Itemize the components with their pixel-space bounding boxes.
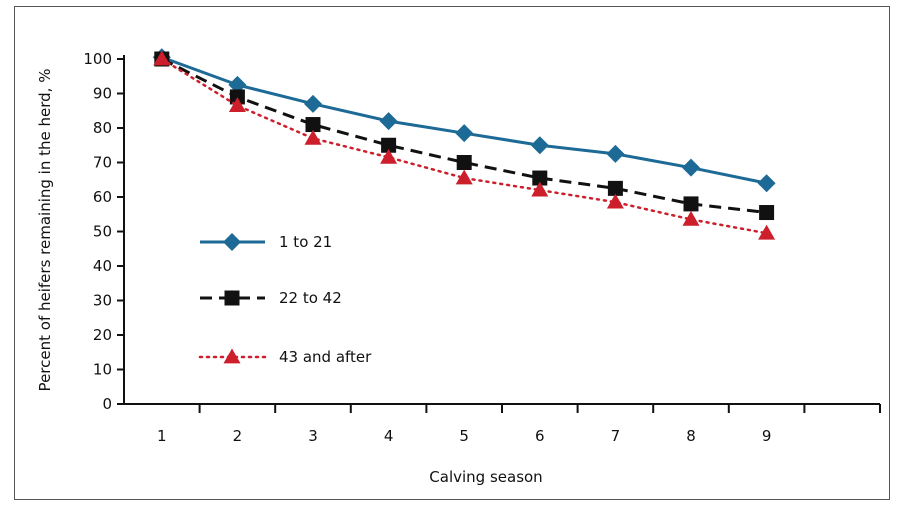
y-axis-title: Percent of heifers remaining in the herd… — [36, 69, 54, 392]
x-tick-label: 5 — [459, 427, 469, 445]
y-tick-label: 100 — [83, 50, 112, 68]
data-point — [304, 129, 322, 145]
data-point — [682, 210, 700, 226]
legend-marker — [223, 233, 241, 251]
data-point — [758, 224, 776, 240]
x-tick-label: 9 — [762, 427, 772, 445]
x-tick-label: 6 — [535, 427, 545, 445]
data-point — [455, 169, 473, 185]
data-point — [606, 144, 625, 163]
data-point — [532, 170, 548, 186]
data-point — [606, 193, 624, 209]
legend-label: 1 to 21 — [279, 233, 332, 251]
data-point — [607, 180, 623, 196]
y-tick-label: 10 — [93, 361, 112, 379]
data-point — [229, 89, 245, 105]
y-tick-label: 80 — [93, 119, 112, 137]
legend-item-3: 43 and after — [198, 348, 372, 366]
data-point — [530, 136, 549, 155]
data-point — [682, 158, 700, 177]
x-tick-label: 3 — [308, 427, 318, 445]
legend-item-2: 22 to 42 — [200, 289, 342, 307]
data-point — [304, 94, 322, 113]
x-tick-label: 1 — [157, 427, 167, 445]
data-point — [759, 205, 775, 221]
legend-marker — [223, 348, 241, 364]
legend-marker — [224, 290, 240, 306]
y-tick-label: 20 — [93, 326, 112, 344]
x-tick-label: 2 — [233, 427, 243, 445]
y-tick-label: 70 — [93, 154, 112, 172]
y-tick-label: 0 — [102, 395, 112, 413]
data-point — [228, 75, 247, 94]
series-2 — [154, 51, 775, 221]
data-point — [380, 148, 398, 164]
chart-frame — [14, 6, 890, 500]
data-point — [153, 50, 171, 66]
legend: 1 to 21 22 to 42 43 and after — [198, 233, 372, 366]
data-point — [305, 117, 321, 133]
data-point — [683, 196, 699, 212]
data-point — [379, 112, 398, 131]
x-tick-label: 8 — [686, 427, 696, 445]
series-line — [160, 57, 768, 235]
data-point — [456, 155, 472, 170]
y-tick-label: 30 — [93, 292, 112, 310]
x-tick-label: 7 — [611, 427, 621, 445]
x-tick-label: 4 — [384, 427, 394, 445]
y-tick-label: 40 — [93, 257, 112, 275]
x-axis-title: Calving season — [429, 468, 542, 486]
y-tick-label: 60 — [93, 188, 112, 206]
data-point — [531, 181, 549, 197]
data-point — [757, 174, 776, 193]
data-point — [381, 137, 397, 153]
data-point — [455, 124, 474, 143]
y-tick-label: 50 — [93, 223, 112, 241]
legend-label: 22 to 42 — [279, 289, 342, 307]
legend-item-1: 1 to 21 — [200, 233, 332, 251]
legend-label: 43 and after — [279, 348, 372, 366]
series-layer — [152, 48, 776, 240]
y-tick-label: 90 — [93, 85, 112, 103]
axes: 0 10 20 30 40 50 60 70 80 90 100 1 2 3 4 5 6 7 8 9 — [83, 50, 881, 445]
data-point — [228, 97, 246, 112]
series-3 — [153, 50, 776, 240]
